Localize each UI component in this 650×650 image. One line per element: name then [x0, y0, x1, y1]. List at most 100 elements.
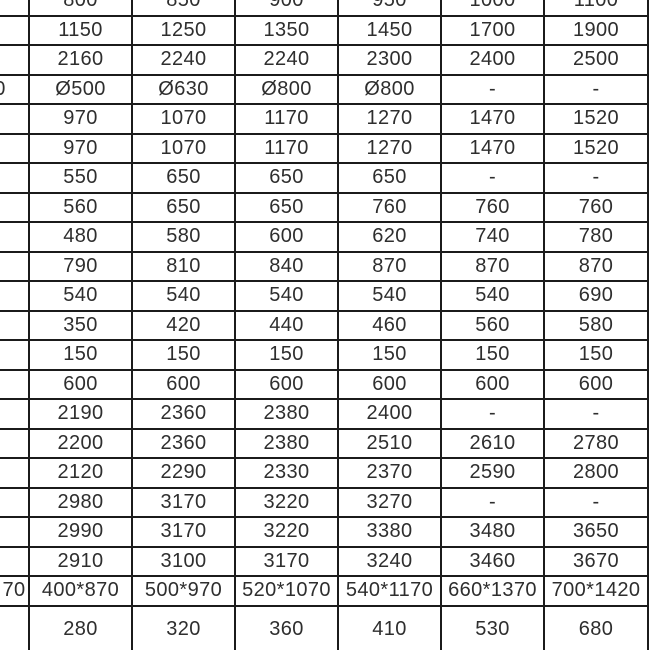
cell-value: 3670	[572, 549, 620, 572]
cell-value: 600	[269, 372, 304, 395]
table-row: 0 Ø500 Ø630 Ø800 Ø800 - -	[0, 73, 649, 105]
cell-value: 2360	[160, 402, 207, 425]
cell-value: 360	[269, 617, 304, 640]
table-cell: 3240	[337, 545, 442, 577]
table-cell: 1520	[543, 132, 649, 164]
cell-value: 550	[63, 166, 98, 189]
left-clipped-cell	[0, 368, 30, 400]
table-row: 560 650 650 760 760 760	[0, 191, 649, 223]
cell-value: 3100	[160, 549, 207, 572]
cell-value: 650	[269, 166, 304, 189]
cell-value: 540	[166, 284, 201, 307]
cell-value: 760	[578, 195, 614, 218]
table-cell: 2290	[131, 457, 236, 489]
cell-value: -	[592, 402, 600, 425]
cell-value: 580	[578, 313, 614, 336]
table-row: 70 400*870 500*970 520*1070 540*1170 660*1370…	[0, 575, 649, 607]
table-cell: 900	[234, 0, 339, 17]
left-clipped-cell	[0, 191, 30, 223]
table-cell: 3170	[131, 516, 236, 548]
table-cell: 620	[337, 221, 442, 253]
table-cell: -	[543, 486, 649, 518]
table-cell: 950	[337, 0, 442, 17]
table-cell: 420	[131, 309, 236, 341]
cell-value: 2980	[57, 490, 104, 513]
table-cell: 3220	[234, 486, 339, 518]
table-cell: 410	[337, 604, 442, 650]
cell-value: 1070	[160, 107, 207, 130]
cell-value: 600	[475, 372, 510, 395]
cell-value: 800	[63, 0, 98, 12]
cell-value: -	[488, 166, 497, 189]
table-cell: 3460	[440, 545, 545, 577]
left-clipped-cell	[0, 427, 30, 459]
left-clipped-cell: 0	[0, 73, 30, 105]
cell-value: 600	[372, 372, 407, 395]
table-cell: 2510	[337, 427, 442, 459]
table-row: 800 850 900 950 1000 1100	[0, 0, 649, 17]
table-cell: 1150	[28, 14, 133, 46]
cell-value: 1100	[573, 0, 619, 12]
left-clipped-cell	[0, 221, 30, 253]
table-cell: 660*1370	[440, 575, 545, 607]
table-row: 2990 3170 3220 3380 3480 3650	[0, 516, 649, 548]
cell-value: 150	[269, 343, 304, 366]
table-cell: -	[543, 398, 649, 430]
table-cell: 1170	[234, 132, 339, 164]
cell-value: 1270	[366, 136, 413, 159]
cell-value: 1150	[58, 18, 103, 41]
table-cell: 600	[234, 368, 339, 400]
table-row: 2980 3170 3220 3270 - -	[0, 486, 649, 518]
table-cell: 580	[131, 221, 236, 253]
table-cell: 150	[440, 339, 545, 371]
cell-value: 660*1370	[448, 579, 537, 602]
table-cell: 500*970	[131, 575, 236, 607]
left-clipped-cell	[0, 309, 30, 341]
table-cell: 1350	[234, 14, 339, 46]
table-cell: 540*1170	[337, 575, 442, 607]
table-cell: 2910	[28, 545, 133, 577]
left-clipped-cell: 70	[0, 575, 30, 607]
cell-value: 2240	[160, 48, 207, 71]
table-cell: 740	[440, 221, 545, 253]
cell-value: -	[488, 77, 497, 100]
cell-value: 1070	[160, 136, 207, 159]
table-cell: 560	[440, 309, 545, 341]
table-cell: 650	[131, 191, 236, 223]
cell-value: 320	[166, 617, 201, 640]
cell-value: 2590	[469, 461, 516, 484]
cell-value: Ø500	[55, 77, 106, 100]
cell-value: 500*970	[144, 579, 223, 602]
cell-value: -	[488, 402, 497, 425]
table-cell: 460	[337, 309, 442, 341]
table-cell: 800	[28, 0, 133, 17]
cell-value: 760	[475, 195, 510, 218]
cell-value: 1170	[264, 136, 309, 159]
cell-value: -	[488, 490, 497, 513]
table-cell: 280	[28, 604, 133, 650]
table-cell: 150	[543, 339, 649, 371]
table-row: 600 600 600 600 600 600	[0, 368, 649, 400]
cell-value: 440	[269, 313, 304, 336]
table-cell: 2190	[28, 398, 133, 430]
left-clipped-cell	[0, 103, 30, 135]
cell-value: 970	[63, 107, 98, 130]
table-cell: 540	[337, 280, 442, 312]
table-cell: 650	[234, 191, 339, 223]
cell-value: 2120	[57, 461, 104, 484]
cell-value: 680	[578, 617, 614, 640]
table-cell: 3670	[543, 545, 649, 577]
cell-value: 3170	[263, 549, 310, 572]
cell-value: 1900	[572, 18, 620, 41]
table-cell: 3170	[131, 486, 236, 518]
table-row: 150 150 150 150 150 150	[0, 339, 649, 371]
cell-value: 540	[269, 284, 304, 307]
cell-value: 3170	[160, 490, 207, 513]
table-cell: 2240	[234, 44, 339, 76]
cell-value: 650	[372, 166, 407, 189]
table-cell: 760	[543, 191, 649, 223]
cell-value: 150	[372, 343, 407, 366]
table-cell: -	[543, 162, 649, 194]
